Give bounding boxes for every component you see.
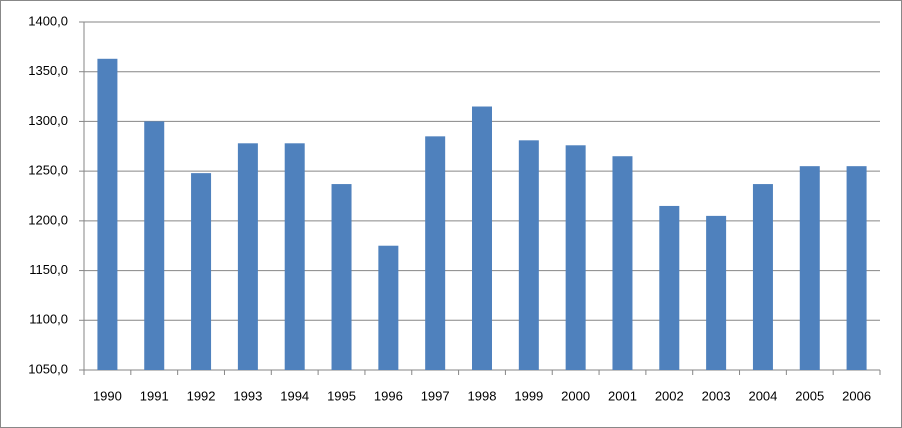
x-tick-label: 1998 xyxy=(468,388,497,403)
x-tick-label: 1996 xyxy=(374,388,403,403)
y-tick-label: 1400,0 xyxy=(28,13,68,28)
x-tick-label: 1999 xyxy=(514,388,543,403)
y-tick-label: 1300,0 xyxy=(28,113,68,128)
y-tick-label: 1100,0 xyxy=(29,312,68,327)
bar xyxy=(612,156,633,370)
x-tick-label: 2005 xyxy=(795,388,824,403)
x-tick-label: 2001 xyxy=(608,388,637,403)
bar xyxy=(518,140,539,370)
bar xyxy=(191,173,212,370)
x-tick-label: 2004 xyxy=(748,388,777,403)
bar xyxy=(846,166,867,370)
y-tick-label: 1250,0 xyxy=(28,163,68,178)
x-tick-label: 1991 xyxy=(140,388,169,403)
x-tick-label: 1990 xyxy=(93,388,122,403)
bar xyxy=(284,143,305,370)
bar xyxy=(472,106,492,370)
y-tick-label: 1350,0 xyxy=(28,63,68,78)
bar xyxy=(378,245,399,370)
bar xyxy=(237,143,258,370)
x-tick-label: 1995 xyxy=(327,388,356,403)
bar xyxy=(425,136,446,370)
bar xyxy=(752,184,773,370)
bar xyxy=(565,145,586,370)
bar xyxy=(799,166,820,370)
y-tick-label: 1150,0 xyxy=(29,262,68,277)
x-tick-label: 1993 xyxy=(233,388,262,403)
y-tick-label: 1050,0 xyxy=(28,361,68,376)
bar xyxy=(331,184,352,370)
y-tick-label: 1200,0 xyxy=(28,212,68,227)
bar xyxy=(659,205,680,370)
x-tick-label: 1992 xyxy=(187,388,216,403)
bar xyxy=(706,215,727,370)
x-tick-label: 2000 xyxy=(561,388,590,403)
x-tick-label: 2003 xyxy=(702,388,731,403)
bar xyxy=(144,121,165,370)
bar xyxy=(97,58,118,370)
x-tick-label: 2006 xyxy=(842,388,871,403)
x-tick-label: 1997 xyxy=(421,388,450,403)
x-tick-label: 1994 xyxy=(280,388,309,403)
x-tick-label: 2002 xyxy=(655,388,684,403)
